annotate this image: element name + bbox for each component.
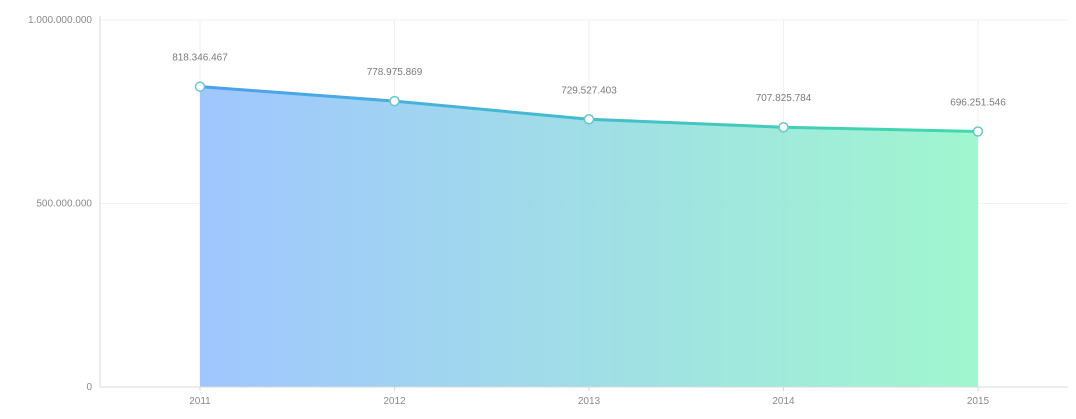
x-tick-label: 2012 xyxy=(383,396,406,407)
data-label-2015: 696.251.546 xyxy=(950,97,1006,108)
data-label-2012: 778.975.869 xyxy=(367,67,423,78)
y-tick-label: 500.000.000 xyxy=(36,199,92,210)
data-point-2013[interactable] xyxy=(583,114,595,125)
data-point-2011[interactable] xyxy=(194,81,206,92)
data-points xyxy=(194,81,984,137)
y-tick-label: 0 xyxy=(86,382,92,393)
x-tick-label: 2014 xyxy=(772,396,795,407)
data-point-2014[interactable] xyxy=(778,121,789,133)
data-label-2011: 818.346.467 xyxy=(172,53,228,64)
data-point-2015[interactable] xyxy=(972,126,984,137)
data-label-2013: 729.527.403 xyxy=(561,85,617,96)
axes: 0 500.000.000 1.000.000.000 2011 2012 2013 201… xyxy=(28,15,1068,407)
data-labels: 818.346.467 778.975.869 729.527.403 707.825… xyxy=(172,53,1006,109)
data-point-2012[interactable] xyxy=(389,95,400,107)
series-area xyxy=(200,86,978,388)
x-tick-label: 2013 xyxy=(578,396,601,407)
area-series xyxy=(198,85,980,388)
data-label-2014: 707.825.784 xyxy=(756,93,812,104)
x-tick-label: 2011 xyxy=(189,396,211,407)
x-tick-label: 2015 xyxy=(967,396,990,407)
y-tick-label: 1.000.000.000 xyxy=(28,15,92,26)
